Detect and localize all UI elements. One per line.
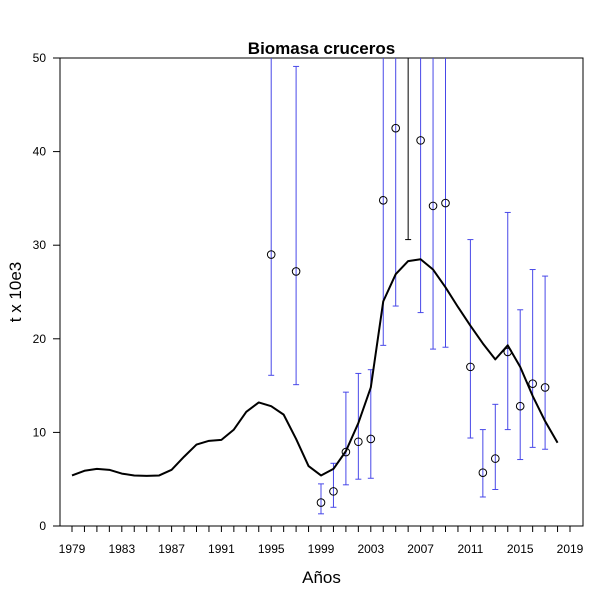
x-tick-label: 1995 bbox=[258, 542, 285, 556]
y-axis-title: t x 10e3 bbox=[6, 262, 25, 323]
observed-point bbox=[478, 468, 488, 477]
x-tick-label: 2011 bbox=[457, 542, 483, 556]
y-tick-label: 10 bbox=[33, 425, 47, 439]
plot-frame bbox=[59, 57, 584, 527]
observed-point bbox=[540, 383, 550, 392]
x-tick-label: 1991 bbox=[208, 542, 235, 556]
observed-point bbox=[416, 136, 425, 145]
observed-point bbox=[266, 250, 276, 259]
observed-point bbox=[354, 437, 363, 447]
observed-point bbox=[515, 401, 525, 411]
observed-point bbox=[378, 195, 388, 205]
x-tick-label: 1987 bbox=[158, 542, 185, 556]
x-tick-label: 2019 bbox=[557, 542, 584, 556]
x-tick-label: 2007 bbox=[407, 542, 434, 556]
observed-point bbox=[466, 362, 475, 372]
y-tick-label: 0 bbox=[39, 519, 46, 533]
x-tick-label: 1999 bbox=[308, 542, 335, 556]
observed-point bbox=[491, 454, 500, 463]
observed-point bbox=[329, 487, 338, 496]
chart-title: Biomasa cruceros bbox=[248, 39, 395, 58]
observed-point bbox=[503, 347, 513, 357]
x-tick-label: 1979 bbox=[59, 542, 86, 556]
observed-point bbox=[441, 198, 450, 208]
x-tick-label: 1983 bbox=[108, 542, 135, 556]
x-tick-label: 2003 bbox=[357, 542, 384, 556]
model-line bbox=[71, 258, 559, 477]
y-tick-label: 40 bbox=[33, 145, 47, 159]
y-tick-label: 20 bbox=[33, 332, 47, 346]
observed-point bbox=[366, 434, 376, 444]
x-axis-title: Años bbox=[302, 568, 341, 587]
y-tick-label: 30 bbox=[33, 238, 47, 252]
observed-point bbox=[428, 201, 438, 211]
observed-point bbox=[316, 498, 326, 507]
x-tick-label: 2015 bbox=[507, 542, 534, 556]
error-bars-group bbox=[268, 58, 549, 515]
observed-point bbox=[341, 447, 351, 457]
y-tick-label: 50 bbox=[33, 51, 47, 65]
observed-point bbox=[528, 379, 537, 389]
observed-point bbox=[391, 123, 401, 133]
observed-point bbox=[291, 267, 301, 276]
